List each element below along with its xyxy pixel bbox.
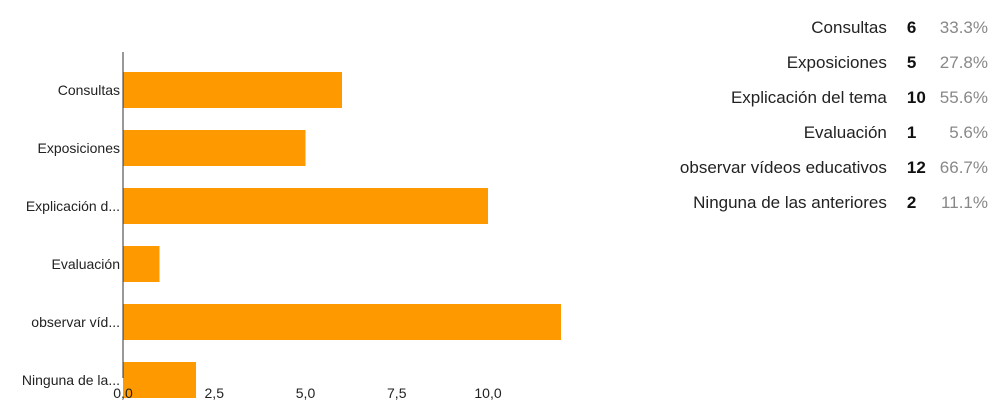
summary-percent: 55.6%: [939, 87, 988, 107]
bar-5: [123, 362, 196, 398]
bar-3: [123, 246, 160, 282]
summary-count: 2: [906, 192, 917, 212]
x-tick-label: 10,0: [474, 385, 501, 401]
summary-label: Consultas: [811, 17, 887, 37]
summary-percent: 5.6%: [949, 122, 988, 142]
bar-1: [123, 130, 306, 166]
bar-2: [123, 188, 488, 224]
summary-percent: 11.1%: [941, 192, 988, 212]
summary-percent: 33.3%: [939, 17, 988, 37]
category-label: Ninguna de la...: [22, 372, 120, 388]
summary-row: observar vídeos educativos 12 66.7%: [680, 150, 988, 185]
summary-label: Ninguna de las anteriores: [693, 192, 887, 212]
x-tick-label: 2,5: [205, 385, 225, 401]
summary-row: Exposiciones 5 27.8%: [680, 45, 988, 80]
summary-count: 10: [906, 87, 926, 107]
summary-percent: 27.8%: [939, 52, 988, 72]
summary-percent: 66.7%: [939, 157, 988, 177]
summary-count: 1: [906, 122, 917, 142]
summary-count: 6: [906, 17, 917, 37]
summary-label: Exposiciones: [786, 52, 887, 72]
bar-0: [123, 72, 342, 108]
category-label: observar víd...: [31, 314, 120, 330]
summary-row: Evaluación 1 5.6%: [680, 115, 988, 150]
category-label: Exposiciones: [38, 140, 121, 156]
category-label: Explicación d...: [26, 198, 120, 214]
bar-chart: Consultas Exposiciones Explicación d... Eva…: [22, 52, 561, 401]
summary-row: Explicación del tema 10 55.6%: [680, 80, 988, 115]
summary-row: Consultas 6 33.3%: [680, 10, 988, 45]
summary-count: 12: [906, 157, 926, 177]
bar-4: [123, 304, 561, 340]
summary-label: observar vídeos educativos: [679, 157, 887, 177]
summary-label: Evaluación: [803, 122, 887, 142]
category-label: Evaluación: [52, 256, 121, 272]
summary-row: Ninguna de las anteriores 2 11.1%: [680, 185, 988, 220]
summary-label: Explicación del tema: [730, 87, 887, 107]
summary-table: Consultas 6 33.3% Exposiciones 5 27.8% Explica…: [680, 10, 988, 220]
summary-body: Consultas 6 33.3% Exposiciones 5 27.8% Explica…: [680, 10, 988, 220]
x-tick-label: 5,0: [296, 385, 316, 401]
x-tick-label: 7,5: [387, 385, 407, 401]
x-tick-label: 0,0: [113, 385, 133, 401]
summary-count: 5: [906, 52, 917, 72]
category-label: Consultas: [58, 82, 120, 98]
